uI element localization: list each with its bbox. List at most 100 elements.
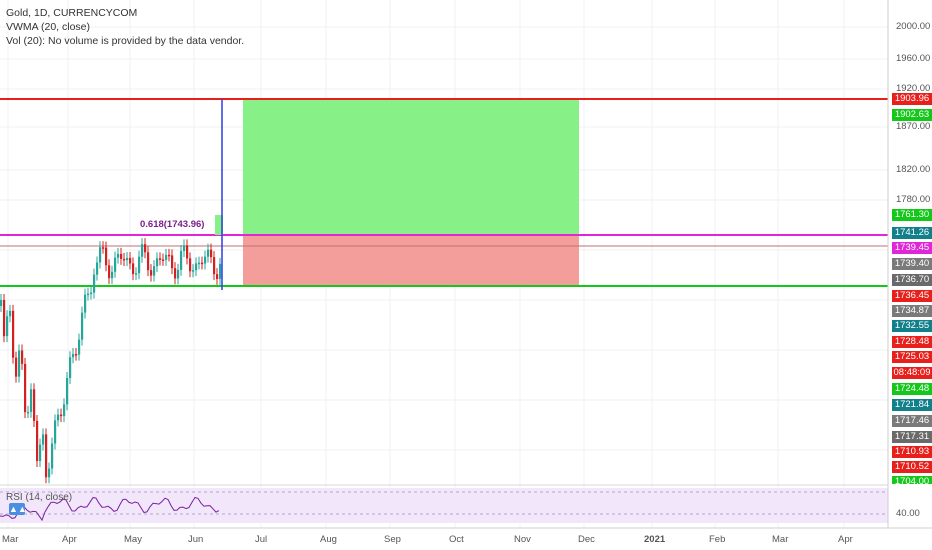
candle-body xyxy=(39,444,42,461)
price-tick: 1780.00 xyxy=(896,194,931,205)
candle-body xyxy=(57,414,60,421)
candle-body xyxy=(138,256,141,274)
candle-body xyxy=(162,259,165,261)
time-tick-year: 2021 xyxy=(644,534,666,545)
time-tick: Sep xyxy=(384,534,401,545)
candle-body xyxy=(120,253,123,259)
candle-body xyxy=(24,363,27,413)
candle-body xyxy=(27,411,30,414)
price-tag[interactable]: 1741.26 xyxy=(892,227,932,239)
price-tag-stop[interactable]: 1903.96 xyxy=(892,93,932,105)
price-tag[interactable]: 1902.63 xyxy=(892,109,932,121)
candle-body xyxy=(186,245,189,259)
candle-body xyxy=(87,293,90,296)
time-tick: Jun xyxy=(188,534,204,545)
time-tick: Jul xyxy=(255,534,268,545)
candle-body xyxy=(33,389,36,421)
price-tag[interactable]: 1710.52 xyxy=(892,461,932,473)
candle-body xyxy=(195,263,198,271)
candle-body xyxy=(213,257,216,275)
price-tag[interactable]: 1736.45 xyxy=(892,290,932,302)
candle-body xyxy=(72,354,75,358)
candle-body xyxy=(114,257,117,272)
candle-body xyxy=(75,354,78,356)
candle-body xyxy=(69,357,72,378)
candle-body xyxy=(51,443,54,469)
price-tick: 1960.00 xyxy=(896,53,931,64)
price-tag[interactable]: 1717.31 xyxy=(892,431,932,443)
candle-body xyxy=(183,245,186,251)
candle-body xyxy=(147,252,150,271)
rsi-line xyxy=(0,496,220,522)
candle-body xyxy=(141,244,144,257)
price-tag[interactable]: 1721.84 xyxy=(892,399,932,411)
price-tag[interactable]: 1732.55 xyxy=(892,320,932,332)
candle-body xyxy=(93,274,96,293)
candle-body xyxy=(171,255,174,269)
vwma-indicator-label[interactable]: VWMA (20, close) xyxy=(6,21,91,33)
candle-body xyxy=(63,404,66,417)
candle-body xyxy=(180,250,183,270)
candle-body xyxy=(204,256,207,264)
candle-body xyxy=(111,271,114,279)
price-tag[interactable]: 1724.48 xyxy=(892,383,932,395)
candle-body xyxy=(177,269,180,279)
time-tick: Mar xyxy=(772,534,789,545)
candle-body xyxy=(36,420,39,461)
rsi-tick: 40.00 xyxy=(896,508,920,519)
candle-body xyxy=(192,270,195,272)
loss-zone[interactable] xyxy=(243,235,579,286)
price-tag[interactable]: 1725.03 xyxy=(892,351,932,363)
candle-body xyxy=(201,262,204,265)
candle-body xyxy=(108,265,111,279)
price-tag[interactable]: 1761.30 xyxy=(892,209,932,221)
price-tick: 1820.00 xyxy=(896,164,931,175)
price-tag[interactable]: 1717.46 xyxy=(892,415,932,427)
chart-legend: Gold, 1D, CURRENCYCOM VWMA (20, close) V… xyxy=(6,6,244,48)
profit-zone[interactable] xyxy=(243,99,579,235)
candle-body xyxy=(9,310,12,317)
candle-body xyxy=(90,292,93,295)
candle-body xyxy=(3,300,6,337)
candle-body xyxy=(135,273,138,275)
price-tag[interactable]: 1704.00 xyxy=(892,476,932,484)
symbol-title[interactable]: Gold, 1D, CURRENCYCOM xyxy=(6,7,138,19)
rsi-indicator-label[interactable]: RSI (14, close) xyxy=(6,492,72,503)
volume-indicator-label[interactable]: Vol (20): No volume is provided by the d… xyxy=(6,35,245,47)
candle-body xyxy=(54,420,57,444)
time-tick: Apr xyxy=(838,534,853,545)
price-tag[interactable]: 1734.87 xyxy=(892,305,932,317)
price-tick: 1870.00 xyxy=(896,121,931,132)
candle-body xyxy=(0,300,3,306)
candle-body xyxy=(102,247,105,249)
time-tick: Apr xyxy=(62,534,77,545)
candle-body xyxy=(18,350,21,377)
countdown-tag[interactable]: 08:48:09 xyxy=(892,367,932,379)
rsi-pane-background xyxy=(0,488,888,523)
price-tag-entry[interactable]: 1739.45 xyxy=(892,242,932,254)
candle-body xyxy=(216,274,219,279)
rsi-label-text: RSI (14, close) xyxy=(6,492,73,503)
time-tick: Feb xyxy=(709,534,726,545)
candle-body xyxy=(198,262,201,265)
candle-body xyxy=(123,258,126,261)
price-tag[interactable]: 1710.93 xyxy=(892,446,932,458)
candle-body xyxy=(84,294,87,313)
price-tag[interactable]: 1739.40 xyxy=(892,258,932,270)
candle-body xyxy=(144,244,147,253)
candle-body xyxy=(132,263,135,275)
price-tag[interactable]: 1728.48 xyxy=(892,336,932,348)
time-tick: Dec xyxy=(578,534,595,545)
price-tag[interactable]: 1736.70 xyxy=(892,274,932,286)
candle-body xyxy=(207,249,210,257)
candle-body xyxy=(159,258,162,260)
candle-body xyxy=(21,350,24,364)
price-tick: 2000.00 xyxy=(896,21,931,32)
triangles-icon[interactable]: ▲▲ xyxy=(9,503,27,515)
candle-body xyxy=(105,247,108,266)
candle-body xyxy=(81,312,84,340)
pending-bar xyxy=(215,215,223,235)
time-tick: Nov xyxy=(514,534,531,545)
